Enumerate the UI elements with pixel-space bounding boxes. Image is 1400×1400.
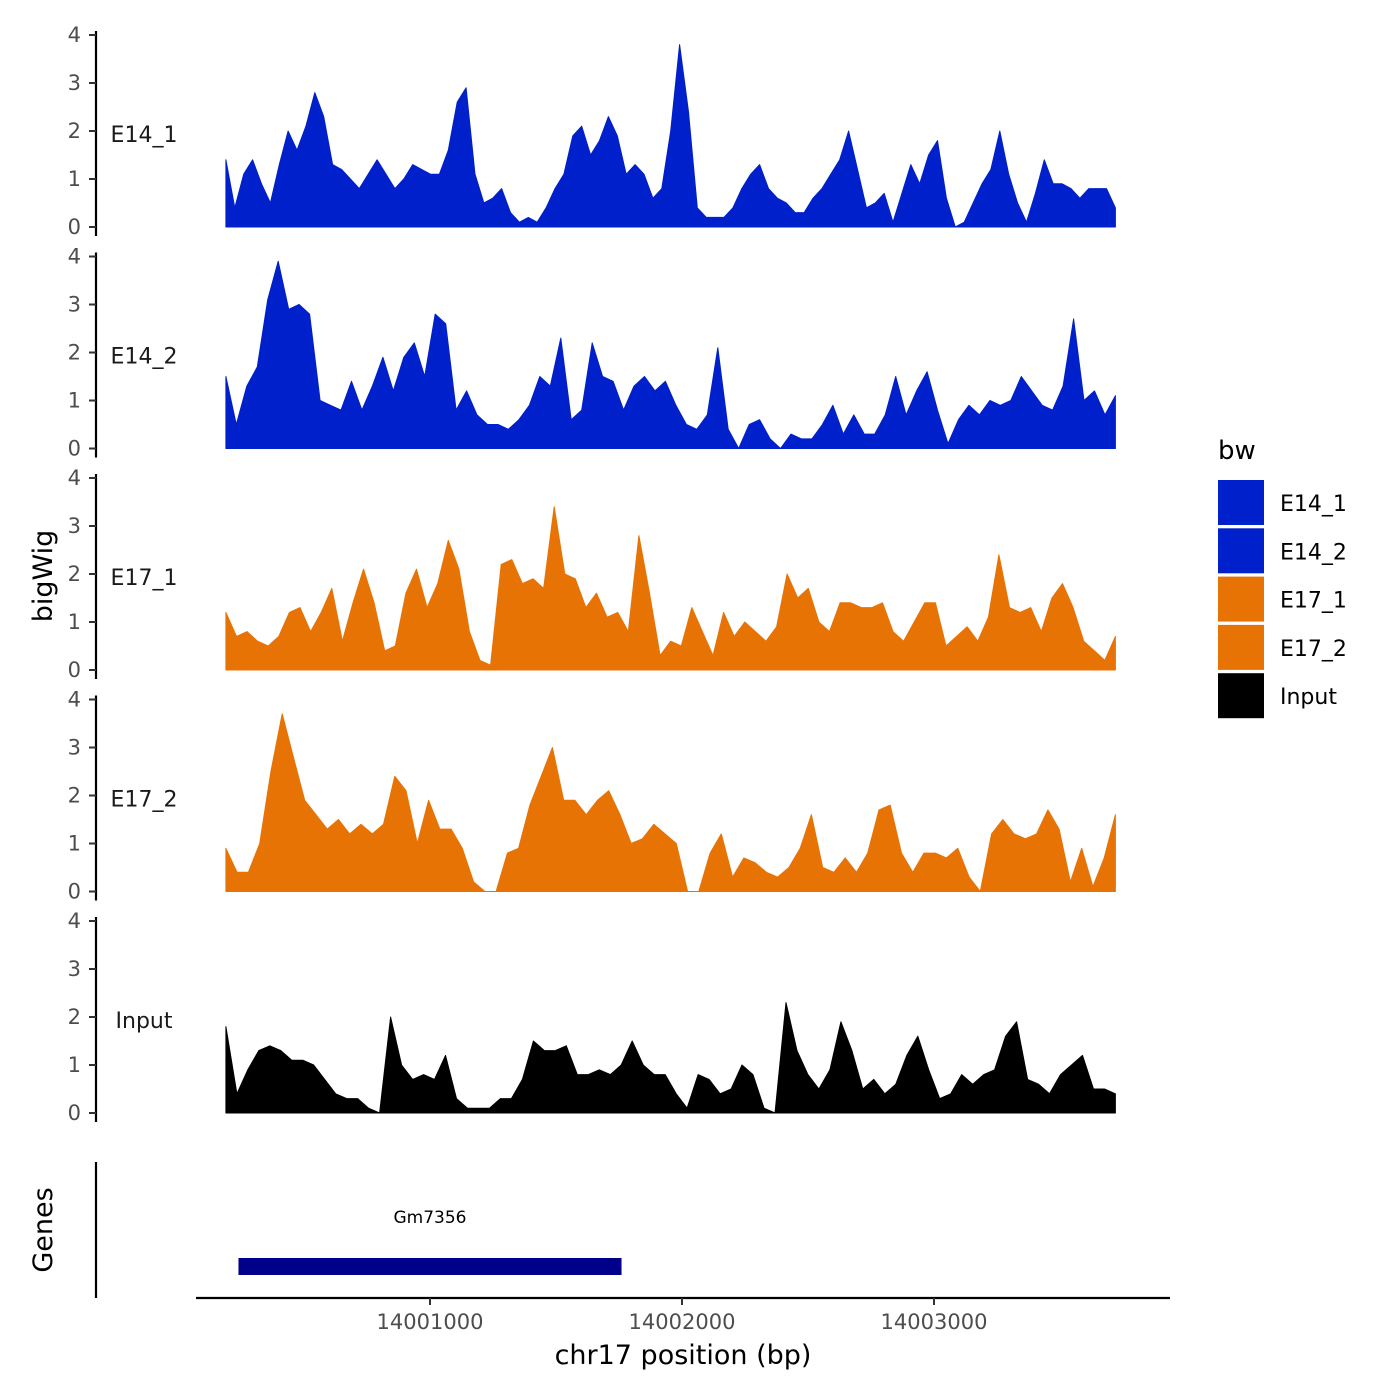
y-tick-label: 0 xyxy=(68,658,81,682)
coverage-area-e17-1 xyxy=(225,506,1116,671)
y-tick-label: 0 xyxy=(68,880,81,904)
coverage-area-e17-2 xyxy=(225,713,1116,892)
coverage-tracks: 0 1 2 3 4 E14_1 0 1 2 3 4 E14_2 0 1 2 3 4 E17_1 0 1 2 3 4 E17_2… xyxy=(68,23,1116,1125)
legend-swatch xyxy=(1218,673,1264,719)
y-tick-label: 3 xyxy=(68,736,81,760)
track-e17-1: 0 1 2 3 4 E17_1 xyxy=(68,466,1116,682)
x-axis-title: chr17 position (bp) xyxy=(555,1340,812,1371)
x-tick-label: 14001000 xyxy=(377,1310,484,1334)
y-tick-label: 4 xyxy=(68,23,81,47)
y-tick-label: 3 xyxy=(68,293,81,317)
legend-title: bw xyxy=(1218,436,1256,466)
y-tick-label: 2 xyxy=(68,562,81,586)
track-label: E17_2 xyxy=(111,788,178,813)
y-tick-label: 3 xyxy=(68,71,81,95)
x-tick-label: 14002000 xyxy=(629,1310,736,1334)
y-tick-label: 2 xyxy=(68,784,81,808)
coverage-area-input xyxy=(225,1002,1116,1114)
track-label: E14_2 xyxy=(111,345,178,370)
genes-axis-title: Genes xyxy=(28,1187,59,1272)
legend-label: E14_1 xyxy=(1280,492,1347,517)
gene-annotations: Gm7356 xyxy=(238,1208,622,1275)
y-tick-label: 0 xyxy=(68,437,81,461)
gene-body xyxy=(238,1258,622,1275)
track-e17-2: 0 1 2 3 4 E17_2 xyxy=(68,688,1116,904)
track-e14-2: 0 1 2 3 4 E14_2 xyxy=(68,245,1116,461)
y-tick-label: 4 xyxy=(68,466,81,490)
legend-item-e14-1: E14_1 xyxy=(1218,480,1347,525)
x-axis-ticks: 14001000 14002000 14003000 xyxy=(377,1298,988,1334)
coverage-area-e14-2 xyxy=(225,260,1116,449)
legend-item-e14-2: E14_2 xyxy=(1218,528,1347,574)
legend-item-e17-1: E17_1 xyxy=(1218,576,1347,622)
legend-item-e17-2: E17_2 xyxy=(1218,624,1347,670)
legend-label: E17_2 xyxy=(1280,637,1347,662)
legend-swatch xyxy=(1218,624,1264,670)
track-e14-1: 0 1 2 3 4 E14_1 xyxy=(68,23,1116,239)
y-tick-label: 1 xyxy=(68,167,81,191)
legend-swatch xyxy=(1218,528,1264,574)
y-tick-label: 2 xyxy=(68,1005,81,1029)
y-tick-label: 2 xyxy=(68,119,81,143)
legend-label: E17_1 xyxy=(1280,589,1347,614)
y-tick-label: 0 xyxy=(68,1101,81,1125)
gene-label: Gm7356 xyxy=(394,1208,467,1228)
y-tick-label: 1 xyxy=(68,610,81,634)
legend-swatch xyxy=(1218,480,1264,525)
legend-label: Input xyxy=(1280,685,1337,710)
y-tick-label: 4 xyxy=(68,245,81,269)
y-tick-label: 1 xyxy=(68,832,81,856)
y-tick-label: 1 xyxy=(68,1053,81,1077)
track-label: Input xyxy=(116,1009,173,1034)
legend: E14_1 E14_2 E17_1 E17_2 Input xyxy=(1218,480,1347,719)
y-tick-label: 1 xyxy=(68,389,81,413)
coverage-area-e14-1 xyxy=(225,44,1116,228)
y-tick-label: 4 xyxy=(68,909,81,933)
legend-label: E14_2 xyxy=(1280,540,1347,565)
y-tick-label: 4 xyxy=(68,688,81,712)
y-tick-label: 2 xyxy=(68,341,81,365)
gene-gm7356: Gm7356 xyxy=(238,1208,622,1275)
legend-swatch xyxy=(1218,576,1264,622)
legend-item-input: Input xyxy=(1218,673,1337,719)
track-input: 0 1 2 3 4 Input xyxy=(68,909,1116,1125)
y-tick-label: 3 xyxy=(68,957,81,981)
y-tick-label: 0 xyxy=(68,215,81,239)
x-tick-label: 14003000 xyxy=(881,1310,988,1334)
y-axis-title: bigWig xyxy=(28,530,59,623)
track-label: E17_1 xyxy=(111,566,178,591)
y-tick-label: 3 xyxy=(68,514,81,538)
track-label: E14_1 xyxy=(111,123,178,148)
